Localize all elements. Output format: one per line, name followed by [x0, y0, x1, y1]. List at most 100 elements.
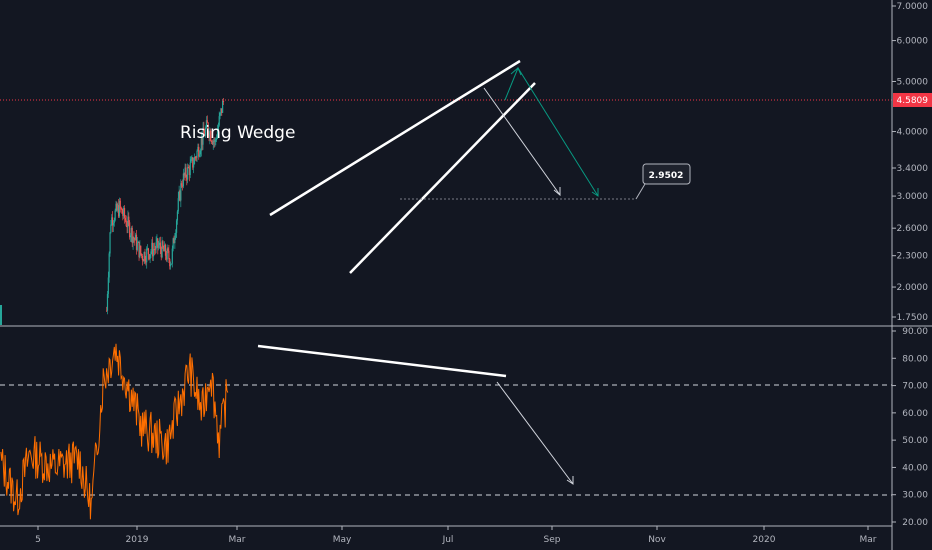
candle-body: [162, 241, 164, 248]
candle-body: [134, 238, 136, 241]
candle-body: [171, 248, 173, 264]
candle-body: [196, 150, 198, 158]
candle-body: [143, 252, 145, 262]
candle-body: [187, 167, 189, 180]
candle-body: [190, 159, 192, 163]
candle-body: [145, 260, 147, 263]
price-tick-label: 1.7500: [897, 313, 929, 323]
candle-body: [129, 235, 132, 238]
candle-body: [198, 146, 200, 157]
time-tick-label: Nov: [648, 535, 666, 545]
candle-body: [222, 101, 225, 103]
candle-body: [172, 238, 174, 249]
candle-body: [184, 167, 186, 176]
candle-body: [211, 141, 213, 145]
candle-body: [126, 226, 128, 228]
candle-body: [194, 157, 196, 159]
candle-body: [203, 127, 205, 134]
candle-body: [219, 112, 221, 117]
candle-body: [144, 252, 146, 261]
time-tick-label: May: [333, 535, 352, 545]
candle-body: [215, 139, 217, 141]
candle-body: [156, 238, 158, 243]
candle-body: [138, 241, 140, 258]
candle-body: [109, 232, 111, 254]
candle-body: [204, 127, 207, 136]
rsi-line: [0, 343, 229, 520]
candle-body: [220, 108, 222, 113]
candle-body: [210, 140, 213, 142]
candle-body: [114, 210, 116, 221]
price-tick-label: 2.3000: [897, 252, 929, 262]
time-tick-label: Mar: [860, 535, 877, 545]
price-tick-label: 2.0000: [897, 283, 929, 293]
candle-body: [174, 237, 176, 244]
candle-body: [136, 242, 138, 250]
time-tick-label: Jul: [442, 535, 454, 545]
candle-body: [169, 259, 171, 267]
candle-body: [142, 260, 144, 262]
candle-body: [195, 157, 197, 159]
candle-body: [131, 227, 133, 244]
candle-body: [170, 264, 172, 267]
rsi-tick-label: 30.00: [902, 491, 928, 501]
candle-body: [111, 217, 113, 225]
candle-body: [154, 249, 156, 251]
candle-body: [133, 237, 135, 239]
candle-body: [135, 234, 137, 241]
candle-body: [124, 217, 126, 221]
price-pane: Rising Wedge 2.9502: [0, 59, 892, 325]
candle-body: [217, 125, 219, 131]
candle-body: [164, 244, 167, 256]
candle-body: [127, 216, 129, 228]
candle-body: [221, 108, 223, 113]
candle-body: [187, 167, 190, 169]
candle-body: [175, 232, 177, 238]
candle-body: [123, 208, 125, 216]
candle-body: [148, 254, 150, 259]
candles-group: [106, 98, 225, 315]
candle-body: [125, 220, 127, 227]
candle-body: [146, 248, 149, 250]
candle-body: [199, 154, 201, 157]
candle-body: [192, 157, 194, 168]
candle-body: [193, 157, 196, 165]
rsi-tick-label: 50.00: [902, 436, 928, 446]
candle-body: [128, 216, 130, 223]
time-axis: 5 2019 Mar May Jul Sep Nov 2020 Mar: [35, 526, 877, 545]
time-tick-label: 2020: [753, 535, 776, 545]
candle-body: [141, 255, 144, 261]
candle-body: [130, 227, 132, 236]
candle-body: [208, 132, 210, 138]
candle-body: [170, 263, 173, 265]
candle-body: [212, 140, 214, 145]
candle-body: [176, 211, 179, 221]
candle-body: [152, 242, 154, 257]
projection-arrowhead-grey: [553, 187, 561, 197]
candle-body: [216, 130, 219, 139]
price-tick-label: 3.0000: [897, 192, 929, 202]
candle-body: [108, 253, 110, 278]
candle-body: [140, 245, 142, 254]
candle-body: [106, 310, 108, 312]
candle-body: [110, 224, 112, 233]
rsi-tick-label: 80.00: [902, 354, 928, 364]
time-tick-label: Sep: [544, 535, 561, 545]
rising-wedge-label: Rising Wedge: [180, 123, 295, 143]
price-tick-label: 7.0000: [897, 2, 929, 12]
candle-body: [175, 220, 178, 233]
candle-body: [179, 191, 181, 201]
candle-body: [197, 146, 199, 151]
candle-body: [193, 164, 195, 168]
candle-body: [178, 191, 180, 199]
candle-body: [153, 248, 155, 250]
price-tick-label: 3.4000: [897, 164, 929, 174]
candle-body: [106, 293, 109, 311]
price-axis: 7.0000 6.0000 5.0000 4.0000 3.4000 3.0000 2.60…: [892, 2, 928, 323]
projection-arrowhead-green-up: [510, 67, 522, 76]
candle-body: [113, 220, 115, 223]
wedge-upper-line: [269, 59, 521, 217]
candle-body: [159, 242, 161, 250]
candle-body: [152, 248, 155, 257]
